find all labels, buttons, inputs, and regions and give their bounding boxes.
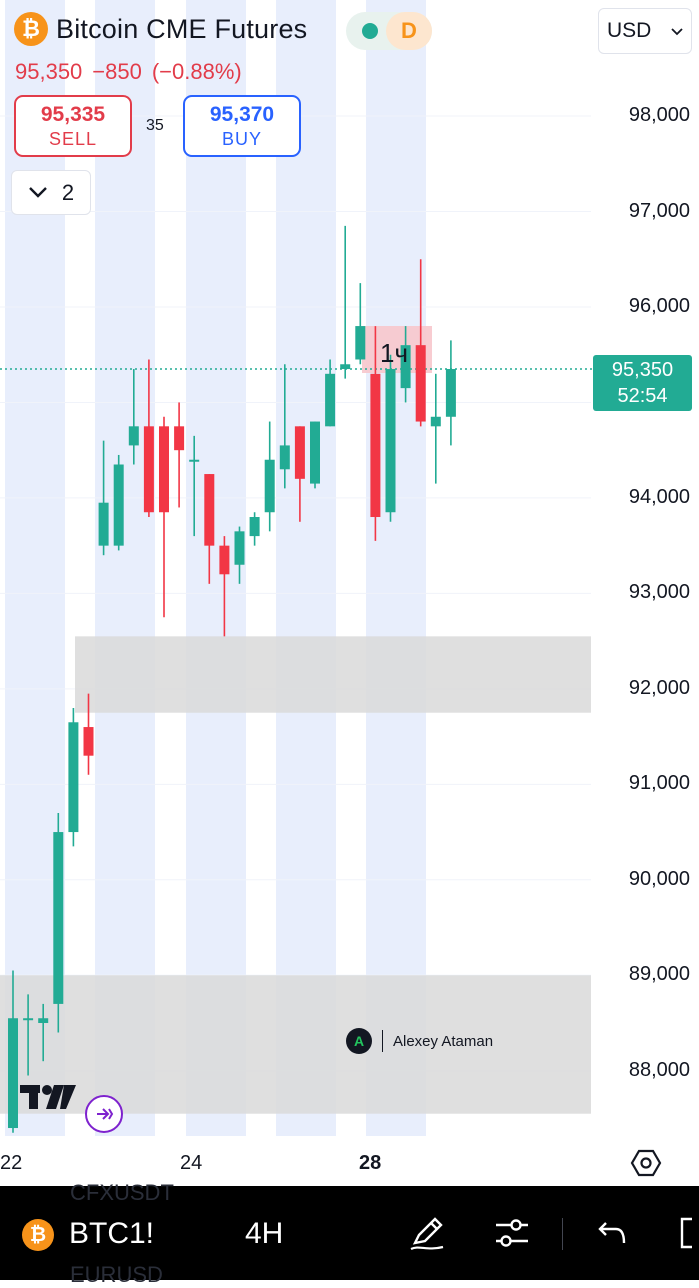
y-axis-label: 89,000 — [628, 963, 690, 986]
interval-selector[interactable]: 4H — [245, 1217, 284, 1250]
session-shade-4 — [366, 0, 426, 1136]
ghost-symbol-above: CFXUSDT — [70, 1180, 174, 1205]
candlestick-chart[interactable] — [0, 0, 699, 1186]
session-shade-2 — [186, 0, 246, 1136]
buy-label: BUY — [221, 128, 262, 149]
timeframe-badge[interactable]: D — [386, 12, 432, 50]
tradingview-logo-icon — [20, 1082, 78, 1117]
candle-body-19 — [294, 426, 305, 479]
market-open-dot-icon — [362, 23, 378, 39]
bottom-toolbar — [0, 1186, 699, 1280]
drawing-text-label[interactable]: 1ч — [380, 338, 409, 368]
candle-body-16 — [249, 517, 260, 537]
candle-body-25 — [385, 369, 396, 513]
watermark-divider — [382, 1030, 383, 1052]
buy-price: 95,370 — [209, 102, 275, 126]
candle-body-23 — [355, 326, 366, 360]
session-shade-3 — [276, 0, 336, 1136]
drawing-tools-icon[interactable] — [407, 1213, 447, 1258]
symbol-header: ₿ Bitcoin CME Futures — [14, 12, 307, 46]
y-axis-label: 88,000 — [628, 1058, 690, 1081]
author-watermark: A Alexey Ataman — [346, 1028, 493, 1054]
candle-body-15 — [234, 531, 245, 565]
session-shade-1 — [95, 0, 155, 1136]
ghost-symbol-below: EURUSD — [70, 1262, 163, 1287]
price-zone-1 — [0, 975, 591, 1114]
candle-body-5 — [83, 727, 94, 756]
x-axis-label: 28 — [359, 1152, 382, 1174]
y-axis-label: 92,000 — [628, 676, 690, 699]
candle-body-24 — [370, 373, 381, 518]
chevron-down-icon — [671, 23, 683, 39]
candle-body-11 — [174, 426, 185, 451]
sell-button[interactable]: 95,335 SELL — [14, 95, 132, 157]
symbol-selector[interactable]: BTC1! — [69, 1217, 155, 1250]
indicators-toggle-button[interactable]: 2 — [11, 170, 91, 215]
y-axis-label: 98,000 — [628, 104, 690, 127]
candle-body-1 — [23, 1018, 34, 1021]
candle-body-27 — [415, 345, 426, 422]
currency-select[interactable]: USD — [598, 8, 692, 54]
sell-label: SELL — [48, 128, 98, 149]
toolbar-divider — [562, 1218, 563, 1250]
candle-body-18 — [279, 445, 290, 470]
current-price-value: 95,350 — [611, 359, 674, 381]
candle-body-10 — [159, 426, 169, 513]
candle-body-22 — [340, 364, 351, 370]
candle-body-26 — [400, 345, 411, 389]
price-zone-0 — [75, 636, 591, 713]
current-price-tag: 95,350 52:54 — [593, 355, 692, 411]
market-status-pill[interactable]: D — [346, 12, 432, 50]
price-change: −850 — [92, 59, 142, 84]
price-change-pct: (−0.88%) — [151, 59, 242, 84]
candle-body-2 — [38, 1018, 49, 1024]
x-axis-label: 24 — [180, 1152, 203, 1174]
bar-replay-button[interactable] — [85, 1095, 123, 1133]
y-axis-label: 93,000 — [628, 581, 690, 604]
undo-icon[interactable] — [596, 1213, 630, 1258]
buy-button[interactable]: 95,370 BUY — [183, 95, 301, 157]
x-axis-label: 22 — [0, 1152, 23, 1174]
chevron-down-icon — [28, 181, 48, 204]
y-axis-label: 90,000 — [628, 867, 690, 890]
candle-body-3 — [53, 832, 64, 1004]
y-axis-label: 91,000 — [628, 772, 690, 795]
candle-body-13 — [204, 474, 215, 546]
candle-body-20 — [310, 421, 320, 484]
candle-body-8 — [128, 426, 139, 446]
price-change-line: 95,350 −850 (−0.88%) — [15, 59, 252, 85]
y-axis-label: 97,000 — [628, 199, 690, 222]
y-axis-label: 94,000 — [628, 485, 690, 508]
bar-countdown: 52:54 — [617, 385, 668, 407]
candle-body-7 — [113, 464, 124, 546]
candle-body-0 — [8, 1018, 18, 1129]
candle-body-29 — [445, 369, 456, 417]
spread-value: 35 — [146, 117, 164, 134]
chart-area[interactable] — [0, 0, 699, 1186]
symbol-title[interactable]: Bitcoin CME Futures — [56, 13, 308, 44]
sell-price: 95,335 — [40, 102, 106, 126]
candle-body-17 — [264, 459, 275, 513]
candle-body-12 — [189, 459, 200, 462]
indicators-settings-icon[interactable] — [492, 1213, 532, 1258]
bitcoin-icon: ₿ — [14, 12, 48, 46]
last-price: 95,350 — [15, 59, 83, 84]
chart-settings-icon[interactable] — [630, 1148, 662, 1183]
candle-body-6 — [98, 502, 109, 546]
fullscreen-icon[interactable] — [678, 1213, 699, 1258]
candle-body-14 — [219, 545, 230, 575]
author-logo-icon: A — [346, 1028, 372, 1054]
currency-value: USD — [607, 19, 652, 42]
candle-body-4 — [68, 722, 79, 833]
candle-body-28 — [430, 416, 441, 427]
indicators-count: 2 — [61, 179, 75, 205]
candle-body-21 — [325, 373, 336, 427]
bitcoin-icon: ₿ — [22, 1219, 54, 1251]
author-name: Alexey Ataman — [393, 1032, 494, 1050]
candle-body-9 — [143, 426, 154, 513]
y-axis-label: 96,000 — [628, 294, 690, 317]
